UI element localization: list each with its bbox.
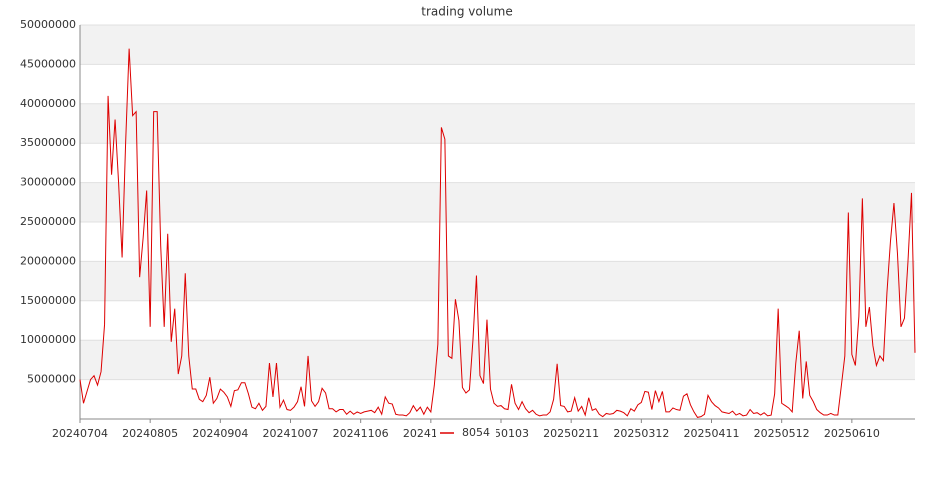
y-tick-label: 50000000 <box>20 18 76 31</box>
x-tick-label: 20250512 <box>754 427 810 440</box>
chart-title: trading volume <box>421 5 512 19</box>
x-tick-label: 20250211 <box>543 427 599 440</box>
x-tick-label: 20241106 <box>333 427 389 440</box>
grid-band <box>80 103 915 144</box>
y-tick-label: 45000000 <box>20 57 76 70</box>
x-tick-label: 20240805 <box>122 427 178 440</box>
y-tick-label: 25000000 <box>20 215 76 228</box>
x-tick-label: 20250312 <box>613 427 669 440</box>
y-tick-label: 35000000 <box>20 136 76 149</box>
y-tick-label: 15000000 <box>20 294 76 307</box>
x-tick-label: 20250411 <box>684 427 740 440</box>
legend-bg <box>436 425 496 441</box>
line-series <box>79 48 916 418</box>
y-tick-label: 40000000 <box>20 97 76 110</box>
grid-band <box>80 25 915 65</box>
y-tick-label: 30000000 <box>20 176 76 189</box>
x-tick-label: 20241007 <box>263 427 319 440</box>
grid-band <box>80 182 915 222</box>
grid-band <box>80 261 915 301</box>
legend-label: 8054 <box>462 426 490 439</box>
x-tick-label: 20240704 <box>52 427 108 440</box>
y-tick-label: 10000000 <box>20 333 76 346</box>
y-tick-label: 20000000 <box>20 254 76 267</box>
grid-band <box>80 340 915 380</box>
x-tick-label: 20250610 <box>824 427 880 440</box>
x-tick-label: 20240904 <box>192 427 248 440</box>
y-tick-label: 5000000 <box>27 373 76 386</box>
